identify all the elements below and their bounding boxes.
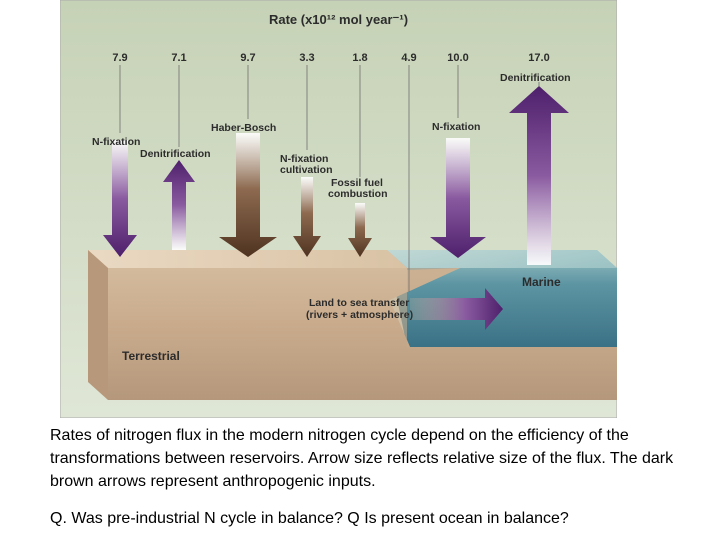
label-nfix-cultivation-2: cultivation (280, 164, 333, 176)
label-haber-bosch: Haber-Bosch (211, 122, 277, 134)
rate-value: 1.8 (352, 52, 368, 64)
land-to-sea-arrow (410, 288, 503, 330)
rate-value: 7.1 (171, 52, 187, 64)
nfix-marine-arrow (430, 138, 486, 258)
terrestrial-reservoir (88, 250, 617, 400)
rate-value: 17.0 (528, 52, 550, 64)
label-fossil-fuel-1: Fossil fuel (331, 177, 383, 189)
denit-marine-arrow (509, 86, 569, 265)
label-land-to-sea-2: (rivers + atmosphere) (306, 309, 414, 321)
question-text: Q. Was pre-industrial N cycle in balance… (50, 510, 569, 527)
label-marine: Marine (522, 275, 561, 289)
rate-value: 10.0 (447, 52, 469, 64)
figure-caption: Rates of nitrogen flux in the modern nit… (50, 427, 674, 490)
figure-graphic (59, 0, 618, 419)
label-land-to-sea-1: Land to sea transfer (309, 297, 410, 309)
rate-value: 4.9 (401, 52, 417, 64)
nfix-cultivation-arrow (293, 177, 321, 257)
rate-value: 7.9 (112, 52, 128, 64)
fossil-fuel-arrow (348, 203, 372, 257)
label-terrestrial: Terrestrial (122, 349, 180, 363)
label-nfix-terrestrial: N-fixation (92, 136, 141, 148)
label-denit-marine: Denitrification (500, 72, 571, 84)
figure-title: Rate (x10¹² mol year⁻¹) (268, 12, 409, 27)
rate-value: 9.7 (240, 52, 256, 64)
denit-terrestrial-arrow (163, 160, 195, 250)
label-denit-terrestrial: Denitrification (140, 148, 211, 160)
label-nfix-cultivation-1: N-fixation (280, 153, 329, 165)
nfix-terrestrial-arrow (103, 140, 137, 257)
nitrogen-cycle-figure: Rate (x10¹² mol year⁻¹) 7.9 7.1 9.7 3.3 … (59, 0, 618, 419)
haber-bosch-arrow (219, 133, 277, 257)
label-fossil-fuel-2: combustion (328, 188, 388, 200)
rate-value: 3.3 (299, 52, 315, 64)
label-nfix-marine: N-fixation (432, 121, 481, 133)
